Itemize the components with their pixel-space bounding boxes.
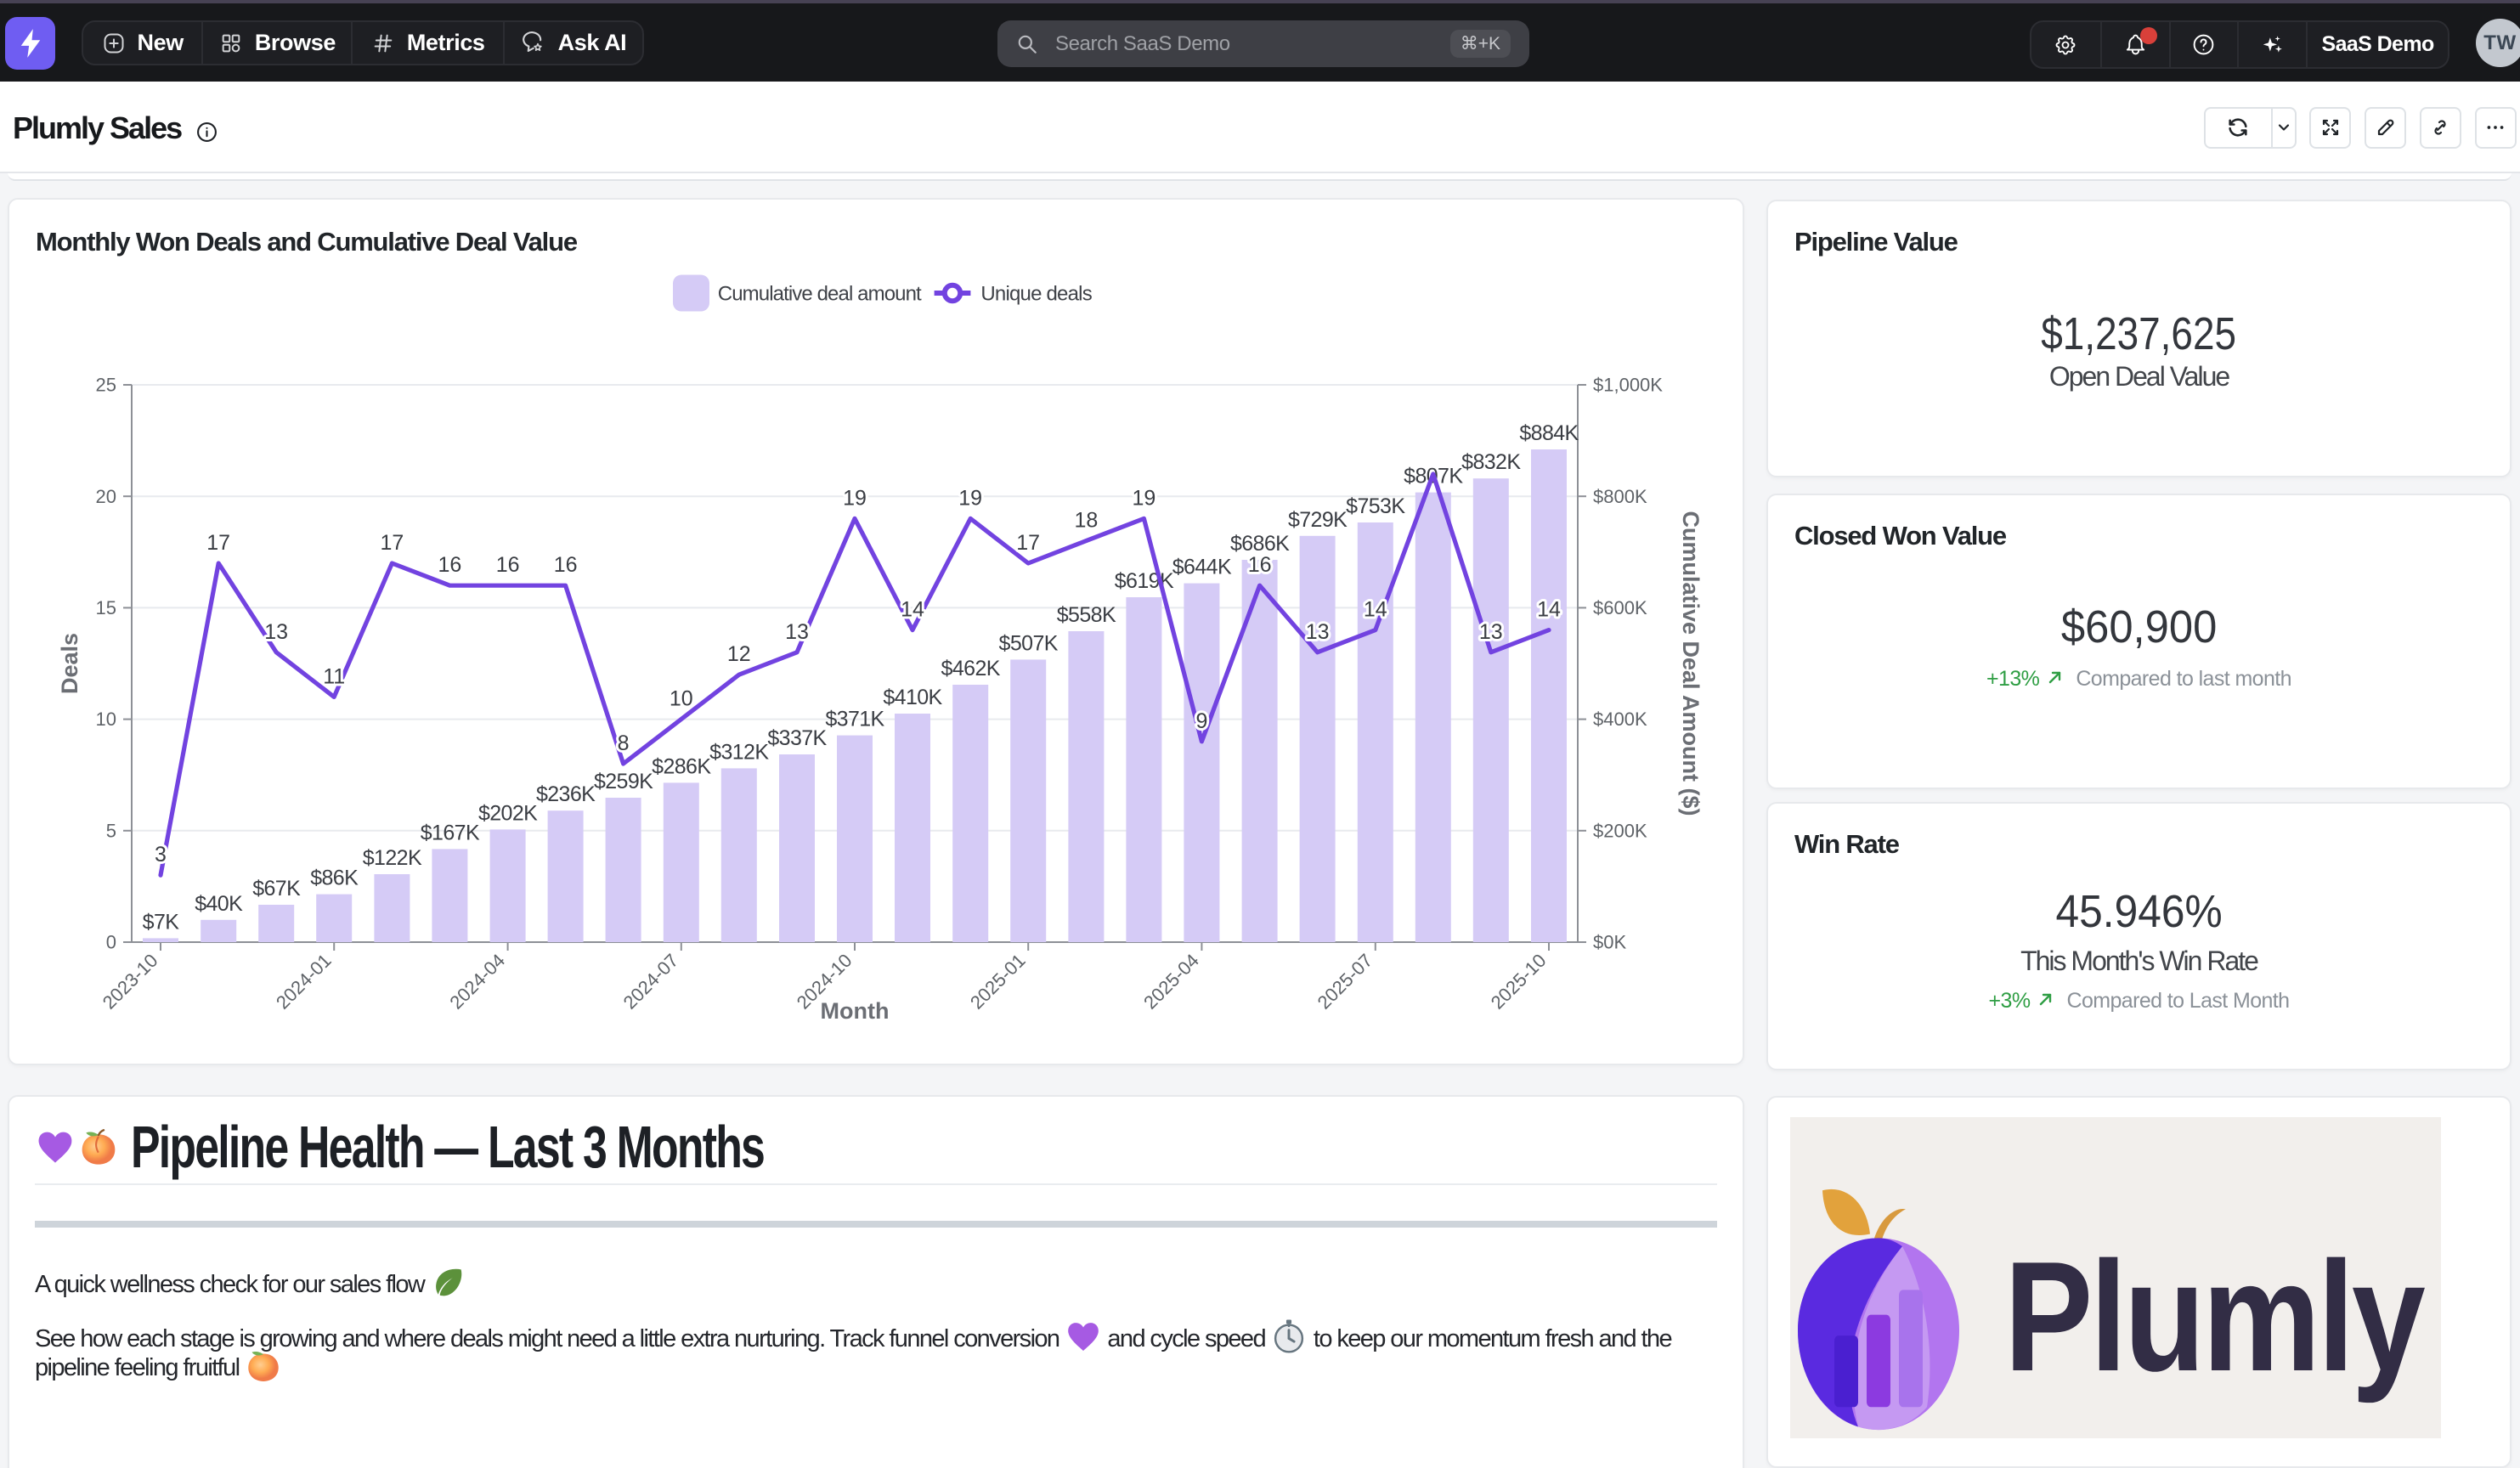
svg-text:$259K: $259K xyxy=(594,770,653,793)
svg-text:$371K: $371K xyxy=(825,708,884,731)
svg-text:$0K: $0K xyxy=(1593,932,1626,953)
svg-text:17: 17 xyxy=(380,531,404,555)
svg-text:$600K: $600K xyxy=(1593,597,1647,618)
svg-text:$644K: $644K xyxy=(1172,556,1232,579)
svg-text:Month: Month xyxy=(821,998,890,1024)
svg-text:$729K: $729K xyxy=(1288,508,1348,532)
svg-text:16: 16 xyxy=(438,553,461,577)
svg-text:8: 8 xyxy=(618,731,630,755)
svg-text:14: 14 xyxy=(1537,598,1561,622)
svg-text:12: 12 xyxy=(727,642,751,666)
svg-text:$507K: $507K xyxy=(999,631,1059,655)
svg-text:19: 19 xyxy=(958,486,982,510)
svg-text:19: 19 xyxy=(1132,486,1155,510)
svg-text:2024-07: 2024-07 xyxy=(619,950,683,1013)
svg-text:Cumulative deal amount: Cumulative deal amount xyxy=(718,283,922,306)
svg-text:14: 14 xyxy=(901,598,924,622)
svg-text:15: 15 xyxy=(96,597,116,618)
svg-text:20: 20 xyxy=(96,486,116,507)
svg-text:$558K: $558K xyxy=(1057,603,1116,627)
svg-text:10: 10 xyxy=(96,709,116,730)
svg-text:17: 17 xyxy=(1016,531,1040,555)
svg-text:$753K: $753K xyxy=(1346,494,1405,518)
svg-text:$86K: $86K xyxy=(310,867,359,890)
svg-text:13: 13 xyxy=(1479,620,1503,644)
svg-text:Cumulative Deal Amount ($): Cumulative Deal Amount ($) xyxy=(1678,511,1704,816)
svg-text:5: 5 xyxy=(106,820,116,841)
svg-text:3: 3 xyxy=(155,843,167,867)
svg-text:2025-01: 2025-01 xyxy=(966,950,1030,1013)
svg-text:$202K: $202K xyxy=(478,801,538,825)
svg-text:11: 11 xyxy=(323,664,345,688)
svg-text:2025-10: 2025-10 xyxy=(1487,950,1551,1013)
svg-text:$462K: $462K xyxy=(941,657,1001,680)
svg-text:$312K: $312K xyxy=(709,740,769,764)
svg-text:$286K: $286K xyxy=(652,754,711,778)
svg-text:$337K: $337K xyxy=(767,726,827,750)
svg-text:$686K: $686K xyxy=(1230,532,1290,556)
svg-text:$400K: $400K xyxy=(1593,709,1647,730)
svg-text:25: 25 xyxy=(96,375,116,396)
svg-text:$800K: $800K xyxy=(1593,486,1647,507)
svg-text:$122K: $122K xyxy=(363,846,422,870)
svg-text:$410K: $410K xyxy=(883,686,942,709)
svg-text:2025-04: 2025-04 xyxy=(1139,950,1203,1013)
svg-text:19: 19 xyxy=(843,486,867,510)
svg-text:13: 13 xyxy=(1306,620,1330,644)
svg-text:2024-01: 2024-01 xyxy=(272,950,336,1013)
svg-text:17: 17 xyxy=(206,531,230,555)
svg-text:13: 13 xyxy=(785,620,809,644)
svg-text:14: 14 xyxy=(1364,598,1387,622)
svg-text:9: 9 xyxy=(1195,709,1207,733)
svg-text:$7K: $7K xyxy=(143,910,180,934)
svg-text:$619K: $619K xyxy=(1115,569,1174,593)
svg-text:18: 18 xyxy=(1074,509,1098,533)
svg-text:$40K: $40K xyxy=(195,892,243,916)
svg-text:$236K: $236K xyxy=(536,782,596,806)
svg-text:$832K: $832K xyxy=(1461,450,1521,474)
svg-text:$1,000K: $1,000K xyxy=(1593,375,1663,396)
svg-text:Unique deals: Unique deals xyxy=(980,283,1092,306)
svg-text:$67K: $67K xyxy=(252,877,301,901)
svg-text:16: 16 xyxy=(554,553,578,577)
svg-text:Deals: Deals xyxy=(57,633,82,694)
svg-text:16: 16 xyxy=(496,553,520,577)
svg-text:16: 16 xyxy=(1248,553,1272,577)
svg-text:$200K: $200K xyxy=(1593,820,1647,841)
svg-text:$884K: $884K xyxy=(1519,421,1579,445)
svg-text:0: 0 xyxy=(106,932,116,953)
svg-text:2023-10: 2023-10 xyxy=(99,950,162,1013)
svg-text:13: 13 xyxy=(264,620,288,644)
svg-text:$167K: $167K xyxy=(421,821,480,844)
svg-text:10: 10 xyxy=(670,687,693,711)
svg-text:2025-07: 2025-07 xyxy=(1314,950,1377,1013)
svg-text:2024-04: 2024-04 xyxy=(445,950,509,1013)
